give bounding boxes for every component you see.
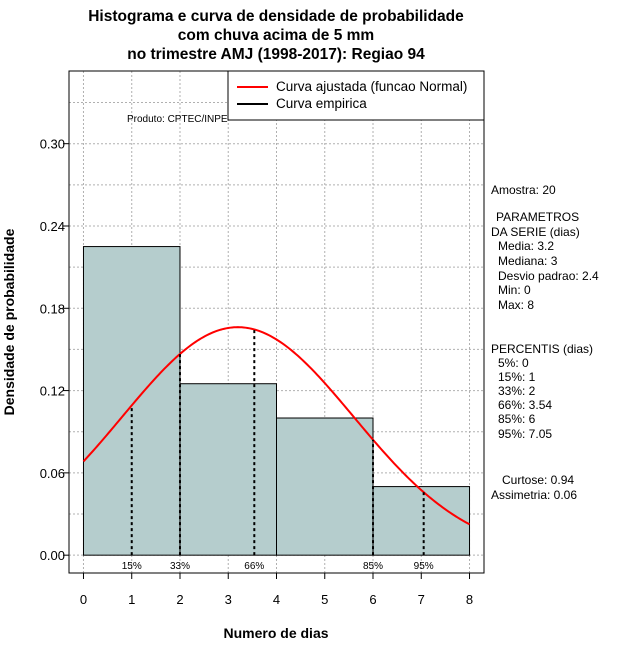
x-tick-label: 7 — [418, 592, 425, 607]
param-median: Mediana: 3 — [498, 254, 558, 268]
param-mean: Media: 3.2 — [498, 239, 554, 253]
sample-size: Amostra: 20 — [491, 183, 556, 197]
percentile-label: 33% — [170, 561, 190, 572]
param-min: Min: 0 — [498, 283, 531, 297]
y-axis-label: Densidade de probabilidade — [1, 228, 17, 415]
x-tick-label: 8 — [466, 592, 473, 607]
chart-title-line-3: no trimestre AMJ (1998-2017): Regiao 94 — [127, 46, 425, 63]
param-sd: Desvio padrao: 2.4 — [498, 269, 599, 283]
y-tick-label: 0.18 — [40, 301, 65, 316]
legend: Curva ajustada (funcao Normal) Curva emp… — [227, 70, 485, 121]
param-max: Max: 8 — [498, 298, 534, 312]
percentile-15: 15%: 1 — [498, 370, 536, 384]
percentile-33: 33%: 2 — [498, 384, 536, 398]
normal-fit-curve — [82, 326, 470, 526]
y-tick-label: 0.12 — [40, 384, 65, 399]
parameters-title: PARAMETROS — [496, 210, 579, 224]
legend-label-fit: Curva ajustada (funcao Normal) — [276, 79, 467, 94]
chart-title-line-2: com chuva acima de 5 mm — [178, 27, 374, 44]
x-tick-label: 2 — [176, 592, 183, 607]
x-tick-label: 4 — [273, 592, 280, 607]
percentile-label: 15% — [122, 561, 142, 572]
axes: 0 1 2 3 4 5 6 7 8 0.00 0.06 0.12 0.18 0.24 0.30 — [40, 137, 473, 607]
legend-box — [227, 70, 485, 121]
skewness: Assimetria: 0.06 — [491, 488, 577, 502]
histogram-bar — [276, 417, 374, 556]
percentile-66: 66%: 3.54 — [498, 398, 552, 412]
histogram-bar — [372, 486, 471, 556]
parameters-subtitle: DA SERIE (dias) — [491, 225, 580, 239]
kurtosis: Curtose: 0.94 — [502, 473, 574, 487]
percentile-markers: 15% 33% 66% 85% 95% — [122, 329, 434, 572]
x-tick-label: 6 — [369, 592, 376, 607]
histogram-bar — [82, 246, 181, 556]
x-tick-label: 1 — [128, 592, 135, 607]
x-axis-label: Numero de dias — [223, 625, 328, 641]
x-tick-label: 0 — [80, 592, 87, 607]
histogram-bar — [179, 383, 277, 556]
percentile-85: 85%: 6 — [498, 412, 536, 426]
y-tick-label: 0.06 — [40, 466, 65, 481]
percentile-95: 95%: 7.05 — [498, 427, 552, 441]
percentile-label: 85% — [363, 561, 383, 572]
normal-curve-layer — [82, 326, 470, 526]
y-tick-label: 0.30 — [40, 137, 65, 152]
side-panel: Amostra: 20 PARAMETROS DA SERIE (dias) M… — [491, 183, 599, 502]
x-tick-label: 3 — [225, 592, 232, 607]
chart-title-line-1: Histograma e curva de densidade de proba… — [88, 8, 464, 25]
percentiles-title: PERCENTIS (dias) — [491, 342, 593, 356]
histogram-bars — [82, 246, 471, 556]
x-tick-label: 5 — [321, 592, 328, 607]
percentile-label: 95% — [414, 561, 434, 572]
y-tick-label: 0.00 — [40, 548, 65, 563]
product-annotation: Produto: CPTEC/INPE — [127, 114, 228, 125]
y-tick-label: 0.24 — [40, 219, 65, 234]
percentile-label: 66% — [244, 561, 264, 572]
legend-label-empirical: Curva empirica — [276, 96, 367, 111]
percentile-5: 5%: 0 — [498, 356, 529, 370]
